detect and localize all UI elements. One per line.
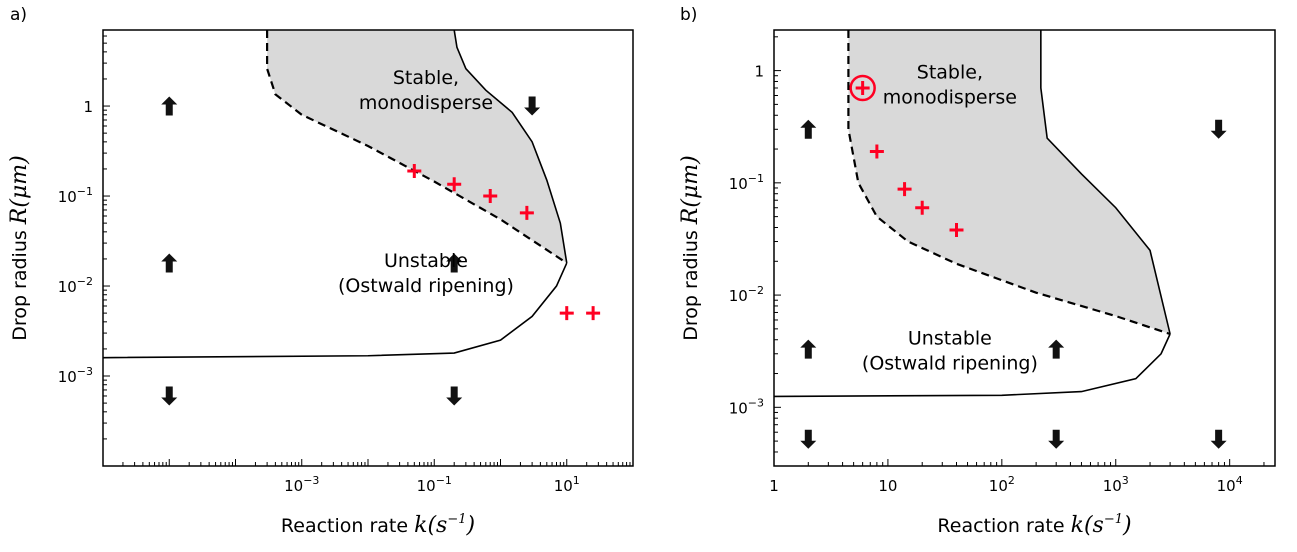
stable-region [848, 30, 1171, 334]
arrow-down-icon [1048, 429, 1065, 449]
x-axis: 1 10 102 103 104 [769, 459, 1265, 495]
y-axis-label: Drop radius R(μm) [678, 155, 703, 340]
panel-label: a) [10, 5, 27, 25]
arrow-up-icon [1048, 339, 1065, 359]
lower-boundary-line [774, 333, 1171, 398]
tick-label: 1 [769, 477, 779, 495]
x-axis-label: Reaction rate k(s−1) [937, 512, 1131, 538]
arrow-down-icon [800, 429, 817, 449]
upper-boundary-line [453, 30, 568, 264]
arrow-down-icon [524, 96, 541, 116]
plot-area: Stable, monodisperse Unstable (Ostwald ripe… [103, 30, 601, 406]
upper-boundary-line [1040, 30, 1171, 335]
chart-panel: Stable, monodisperse Unstable (Ostwald ripe… [7, 5, 634, 538]
highlight-circle [849, 74, 876, 102]
arrow-up-icon [161, 253, 178, 273]
data-point [559, 306, 574, 321]
region-annotation: Stable, monodisperse [883, 62, 1017, 109]
arrow-up-icon [161, 96, 178, 116]
tick-label: 1 [754, 63, 764, 81]
x-axis: 10−3 10−1 101 [102, 459, 634, 495]
data-point [897, 182, 912, 197]
data-point [483, 189, 498, 204]
y-axis-label: Drop radius R(μm) [7, 155, 32, 340]
data-point [586, 306, 601, 321]
tick-label: 10−3 [58, 365, 93, 386]
region-annotation: Stable, monodisperse [359, 67, 493, 114]
stable-region [267, 30, 567, 264]
plot-area: Stable, monodisperse Unstable (Ostwald ripe… [774, 30, 1227, 449]
tick-label: 104 [1217, 474, 1243, 495]
tick-label: 102 [989, 474, 1015, 495]
tick-label: 10−1 [417, 474, 452, 495]
data-point [447, 177, 462, 192]
tick-label: 10−2 [58, 275, 93, 296]
data-point [855, 80, 870, 95]
tick-label: 103 [1103, 474, 1129, 495]
tick-label: 10−3 [284, 474, 319, 495]
arrow-down-icon [1210, 429, 1227, 449]
chart-panel: Stable, monodisperse Unstable (Ostwald ripe… [678, 5, 1276, 538]
arrow-up-icon [446, 253, 463, 273]
plot-frame [773, 29, 1276, 467]
data-point [869, 144, 884, 159]
region-annotation: Unstable (Ostwald ripening) [338, 250, 514, 297]
y-axis: 10−3 10−2 10−1 1 [729, 36, 781, 467]
region-annotation: Unstable (Ostwald ripening) [862, 328, 1038, 375]
lower-boundary-line [103, 262, 568, 359]
data-point [949, 223, 964, 238]
tick-label: 10 [878, 477, 897, 495]
data-point [407, 163, 422, 178]
arrow-down-icon [446, 386, 463, 406]
panel-label: b) [680, 5, 697, 25]
tick-label: 10−1 [58, 185, 93, 206]
tick-label: 10−2 [729, 284, 764, 305]
tick-label: 1 [83, 98, 93, 116]
data-point [915, 200, 930, 215]
x-axis-label: Reaction rate k(s−1) [281, 512, 475, 538]
data-point [519, 205, 534, 220]
tick-label: 10−1 [729, 172, 764, 193]
arrow-up-icon [800, 119, 817, 139]
arrow-up-icon [800, 339, 817, 359]
arrow-down-icon [161, 386, 178, 406]
tick-label: 101 [554, 474, 580, 495]
tick-label: 10−3 [729, 396, 764, 417]
y-axis: 10−3 10−2 10−1 1 [58, 29, 110, 467]
dashed-boundary-line [266, 30, 568, 264]
dashed-boundary-line [847, 30, 1171, 336]
arrow-down-icon [1210, 119, 1227, 139]
